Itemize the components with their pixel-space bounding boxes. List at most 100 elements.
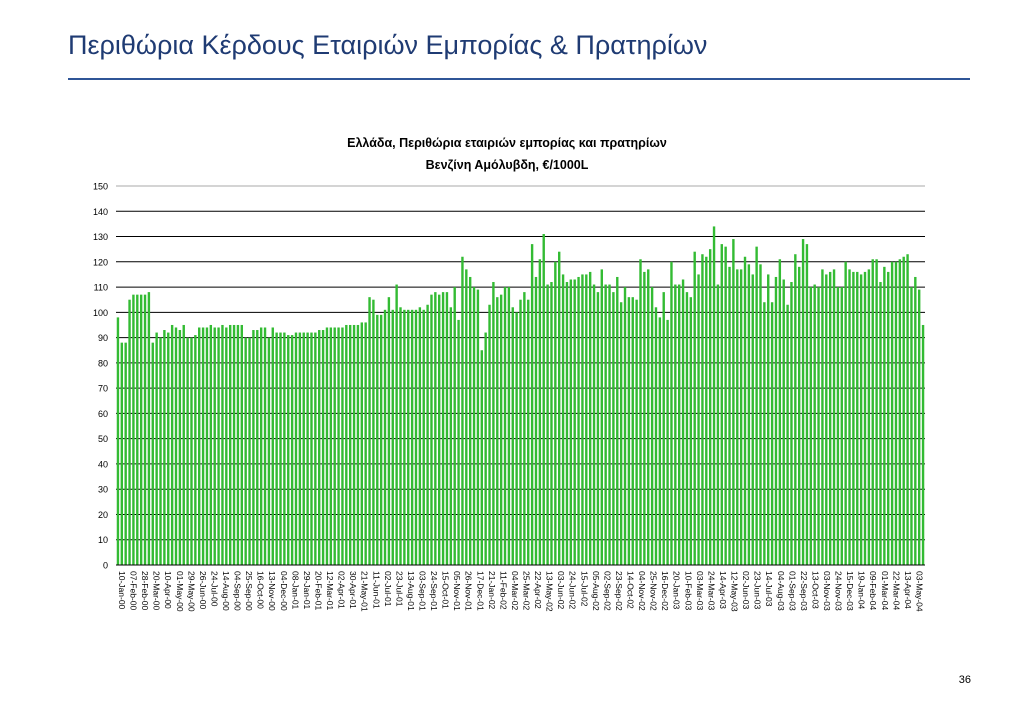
bar xyxy=(527,299,530,565)
bar xyxy=(298,332,302,565)
bar xyxy=(832,269,836,565)
bar xyxy=(213,327,216,565)
bar xyxy=(844,261,847,565)
x-tick-label: 02-Apr-01 xyxy=(337,571,347,609)
x-tick-label: 24-Nov-03 xyxy=(834,571,844,611)
y-tick-label: 50 xyxy=(98,434,108,444)
bar xyxy=(914,276,917,565)
y-tick-label: 140 xyxy=(93,207,108,217)
bar xyxy=(132,294,135,565)
bar xyxy=(461,256,464,565)
bar xyxy=(728,266,731,565)
bar xyxy=(588,271,592,565)
bar xyxy=(422,309,425,565)
x-tick-label: 29-May-00 xyxy=(186,571,196,612)
x-tick-label: 07-Feb-00 xyxy=(129,571,139,610)
bar xyxy=(441,292,445,565)
x-tick-label: 16-Dec-02 xyxy=(660,571,670,611)
bar xyxy=(279,332,282,565)
bar xyxy=(507,287,511,565)
bar xyxy=(480,350,483,565)
bar xyxy=(232,324,236,565)
y-tick-label: 90 xyxy=(98,333,108,343)
bar xyxy=(395,284,398,565)
x-tick-label: 01-Mar-04 xyxy=(880,571,890,610)
bar xyxy=(364,322,367,565)
bar xyxy=(782,279,785,565)
bar xyxy=(751,274,754,565)
bar xyxy=(348,324,352,565)
bar xyxy=(890,261,894,565)
bar xyxy=(817,287,820,565)
bar xyxy=(732,239,735,565)
x-tick-label: 04-Dec-00 xyxy=(279,571,289,611)
bar xyxy=(314,332,317,565)
x-tick-label: 01-May-00 xyxy=(175,571,185,612)
bar xyxy=(716,284,720,565)
bar xyxy=(678,284,681,565)
bar xyxy=(755,246,758,565)
bar xyxy=(871,259,874,565)
x-tick-label: 22-Mar-04 xyxy=(891,571,901,610)
bar xyxy=(794,254,797,565)
bar xyxy=(898,259,902,565)
bar xyxy=(867,269,871,565)
y-tick-label: 70 xyxy=(98,384,108,394)
bar xyxy=(170,324,174,565)
bar xyxy=(391,309,394,565)
bar xyxy=(186,337,189,565)
bar xyxy=(503,287,507,565)
y-tick-label: 100 xyxy=(93,308,108,318)
y-tick-label: 10 xyxy=(98,535,108,545)
bar xyxy=(856,271,859,565)
y-tick-label: 110 xyxy=(94,283,108,293)
bar xyxy=(275,332,278,565)
x-tick-label: 21-Jan-02 xyxy=(487,571,497,610)
bar xyxy=(151,342,154,565)
bar xyxy=(921,324,925,565)
bar xyxy=(182,324,185,565)
bar xyxy=(743,256,747,565)
bar xyxy=(681,279,685,565)
bar xyxy=(379,314,383,565)
bar xyxy=(623,287,627,565)
x-tick-label: 03-May-04 xyxy=(914,571,924,612)
bar xyxy=(809,287,813,565)
x-tick-label: 23-Sep-02 xyxy=(614,571,624,611)
x-tick-label: 02-Jun-03 xyxy=(741,571,751,610)
bar xyxy=(685,292,689,565)
x-tick-label: 24-Jun-02 xyxy=(568,571,578,610)
x-tick-label: 03-Nov-03 xyxy=(822,571,832,611)
x-tick-label: 14-Aug-00 xyxy=(221,571,231,611)
bar xyxy=(697,274,700,565)
bar xyxy=(650,287,654,565)
chart-subtitle: Βενζίνη Αμόλυβδη, €/1000L xyxy=(426,158,589,172)
x-tick-label: 30-Apr-01 xyxy=(348,571,358,609)
x-tick-label: 14-Jul-03 xyxy=(764,571,774,607)
x-tick-label: 15-Jul-02 xyxy=(579,571,589,607)
bar xyxy=(608,284,611,565)
bar xyxy=(124,342,127,565)
bar xyxy=(863,271,867,565)
x-tick-label: 19-Jan-04 xyxy=(857,571,867,610)
bar xyxy=(167,332,170,565)
bar xyxy=(484,332,487,565)
bar xyxy=(662,292,665,565)
x-tick-label: 04-Aug-03 xyxy=(776,571,786,611)
x-tick-label: 11-Jun-01 xyxy=(371,571,381,609)
bar xyxy=(577,276,580,565)
bar xyxy=(550,282,553,565)
x-tick-label: 15-Dec-03 xyxy=(845,571,855,611)
y-tick-label: 60 xyxy=(98,409,108,419)
bar xyxy=(174,327,178,565)
bar xyxy=(875,259,878,565)
bar xyxy=(159,337,162,565)
bar xyxy=(476,289,480,565)
bar xyxy=(302,332,305,565)
bar xyxy=(604,284,607,565)
bar xyxy=(201,327,205,565)
page-number: 36 xyxy=(958,674,971,686)
bar xyxy=(821,269,824,565)
x-tick-label: 03-Jun-02 xyxy=(556,571,566,610)
bar xyxy=(859,274,863,565)
